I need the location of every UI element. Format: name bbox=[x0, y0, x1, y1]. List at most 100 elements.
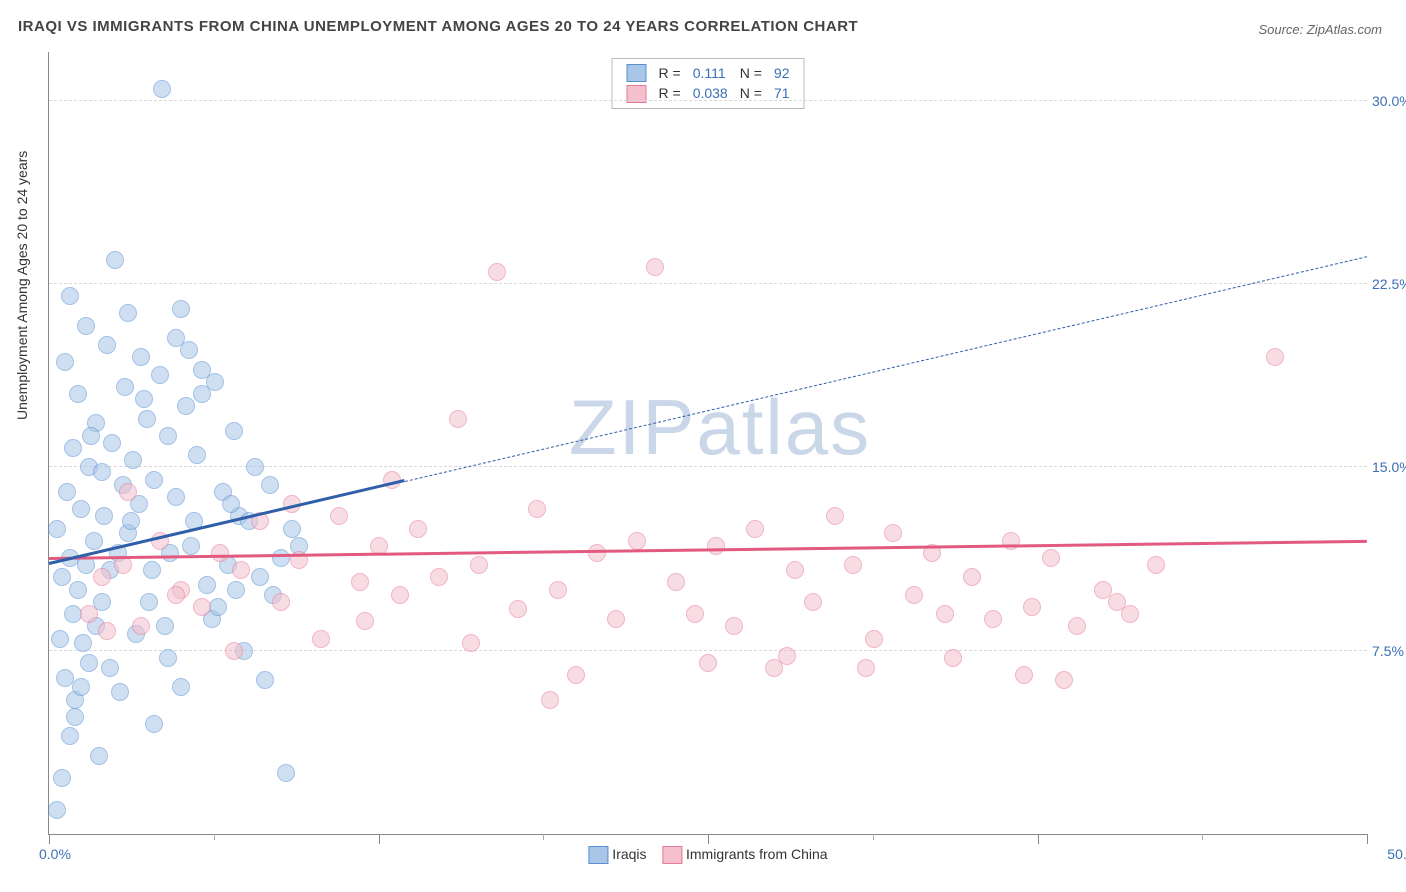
data-point bbox=[193, 598, 211, 616]
data-point bbox=[1121, 605, 1139, 623]
correlation-legend: R = 0.111 N = 92 R = 0.038 N = 71 bbox=[612, 58, 805, 109]
data-point bbox=[272, 549, 290, 567]
data-point bbox=[351, 573, 369, 591]
data-point bbox=[746, 520, 764, 538]
data-point bbox=[667, 573, 685, 591]
data-point bbox=[277, 764, 295, 782]
data-point bbox=[119, 483, 137, 501]
data-point bbox=[804, 593, 822, 611]
data-point bbox=[153, 80, 171, 98]
data-point bbox=[1068, 617, 1086, 635]
data-point bbox=[984, 610, 1002, 628]
x-tick-minor bbox=[543, 834, 544, 840]
data-point bbox=[272, 593, 290, 611]
data-point bbox=[209, 598, 227, 616]
data-point bbox=[124, 451, 142, 469]
data-point bbox=[232, 561, 250, 579]
data-point bbox=[48, 520, 66, 538]
data-point bbox=[462, 634, 480, 652]
data-point bbox=[430, 568, 448, 586]
series-label-iraqis: Iraqis bbox=[612, 846, 646, 862]
data-point bbox=[449, 410, 467, 428]
data-point bbox=[225, 642, 243, 660]
data-point bbox=[61, 727, 79, 745]
data-point bbox=[56, 353, 74, 371]
data-point bbox=[509, 600, 527, 618]
source-label: Source: ZipAtlas.com bbox=[1258, 22, 1382, 37]
data-point bbox=[48, 801, 66, 819]
series-label-china: Immigrants from China bbox=[686, 846, 828, 862]
y-tick-label: 7.5% bbox=[1372, 643, 1406, 659]
data-point bbox=[143, 561, 161, 579]
data-point bbox=[74, 634, 92, 652]
data-point bbox=[61, 287, 79, 305]
scatter-plot: ZIPatlas R = 0.111 N = 92 R = 0.038 N = … bbox=[48, 52, 1367, 835]
data-point bbox=[826, 507, 844, 525]
data-point bbox=[167, 586, 185, 604]
data-point bbox=[122, 512, 140, 530]
data-point bbox=[488, 263, 506, 281]
data-point bbox=[69, 385, 87, 403]
gridline bbox=[49, 100, 1367, 101]
data-point bbox=[58, 483, 76, 501]
data-point bbox=[106, 251, 124, 269]
data-point bbox=[85, 532, 103, 550]
data-point bbox=[72, 678, 90, 696]
regression-line-extrapolated bbox=[405, 256, 1367, 482]
data-point bbox=[80, 654, 98, 672]
y-tick-label: 15.0% bbox=[1372, 459, 1406, 475]
data-point bbox=[646, 258, 664, 276]
y-tick-label: 30.0% bbox=[1372, 93, 1406, 109]
r-value-iraqis: 0.111 bbox=[687, 63, 734, 83]
data-point bbox=[528, 500, 546, 518]
swatch-iraqis-bottom bbox=[588, 846, 608, 864]
n-value-iraqis: 92 bbox=[768, 63, 796, 83]
chart-title: IRAQI VS IMMIGRANTS FROM CHINA UNEMPLOYM… bbox=[18, 18, 858, 35]
data-point bbox=[1042, 549, 1060, 567]
data-point bbox=[159, 649, 177, 667]
data-point bbox=[312, 630, 330, 648]
x-axis-max-label: 50.0% bbox=[1387, 846, 1406, 862]
data-point bbox=[283, 520, 301, 538]
x-tick bbox=[379, 834, 380, 844]
data-point bbox=[1015, 666, 1033, 684]
data-point bbox=[1108, 593, 1126, 611]
data-point bbox=[541, 691, 559, 709]
data-point bbox=[53, 568, 71, 586]
data-point bbox=[261, 476, 279, 494]
y-tick-label: 22.5% bbox=[1372, 276, 1406, 292]
data-point bbox=[77, 317, 95, 335]
data-point bbox=[51, 630, 69, 648]
data-point bbox=[172, 678, 190, 696]
data-point bbox=[246, 458, 264, 476]
data-point bbox=[567, 666, 585, 684]
y-axis-label: Unemployment Among Ages 20 to 24 years bbox=[14, 151, 30, 420]
x-tick bbox=[49, 834, 50, 844]
legend-row-iraqis: R = 0.111 N = 92 bbox=[621, 63, 796, 83]
data-point bbox=[53, 769, 71, 787]
x-axis-min-label: 0.0% bbox=[39, 846, 71, 862]
data-point bbox=[56, 669, 74, 687]
data-point bbox=[132, 617, 150, 635]
data-point bbox=[90, 747, 108, 765]
data-point bbox=[151, 366, 169, 384]
x-tick bbox=[1038, 834, 1039, 844]
data-point bbox=[103, 434, 121, 452]
data-point bbox=[1266, 348, 1284, 366]
data-point bbox=[356, 612, 374, 630]
data-point bbox=[159, 427, 177, 445]
data-point bbox=[98, 622, 116, 640]
data-point bbox=[628, 532, 646, 550]
data-point bbox=[686, 605, 704, 623]
x-tick-minor bbox=[873, 834, 874, 840]
data-point bbox=[156, 617, 174, 635]
data-point bbox=[844, 556, 862, 574]
x-tick bbox=[708, 834, 709, 844]
swatch-iraqis bbox=[627, 64, 647, 82]
data-point bbox=[699, 654, 717, 672]
data-point bbox=[116, 378, 134, 396]
x-tick-minor bbox=[214, 834, 215, 840]
data-point bbox=[409, 520, 427, 538]
data-point bbox=[72, 500, 90, 518]
data-point bbox=[80, 605, 98, 623]
